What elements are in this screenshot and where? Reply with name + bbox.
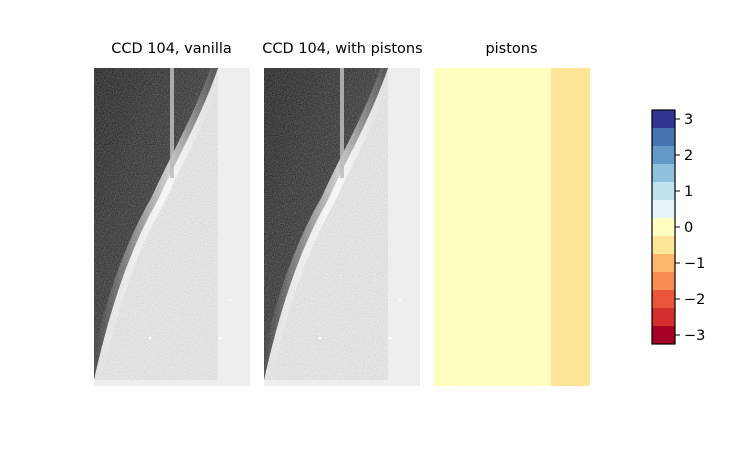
colorbar: 3 2 1 0 −1 −2 −3 [651,109,705,345]
colorbar-segment [652,236,675,255]
colorbar-segment [652,182,675,201]
colorbar-tick-label: −2 [684,292,705,308]
colorbar-tick-label: 2 [684,148,693,164]
colorbar-segment [652,254,675,273]
colorbar-segment [652,218,675,237]
colorbar-segment [652,326,675,345]
panel-title-with-pistons: CCD 104, with pistons [262,41,423,57]
colorbar-tick-label: 3 [684,112,693,128]
colorbar-tick-label: 0 [684,220,693,236]
colorbar-tick-label: −1 [684,256,705,272]
colorbar-segment [652,290,675,309]
piston-column-2 [551,68,590,386]
colorbar-segment [652,164,675,183]
panel-title-vanilla: CCD 104, vanilla [111,41,232,57]
piston-column-1 [434,68,551,386]
heatmap-vanilla [94,68,250,386]
colorbar-tick-label: 1 [684,184,693,200]
heatmap-pistons [434,68,590,386]
colorbar-tick-label: −3 [684,328,705,344]
colorbar-segment [652,200,675,219]
panel-title-pistons: pistons [485,41,538,57]
heatmap-with-pistons [264,68,420,386]
colorbar-segment [652,308,675,327]
colorbar-segment [652,110,675,129]
colorbar-segment [652,146,675,165]
colorbar-segment [652,272,675,291]
colorbar-segment [652,128,675,147]
